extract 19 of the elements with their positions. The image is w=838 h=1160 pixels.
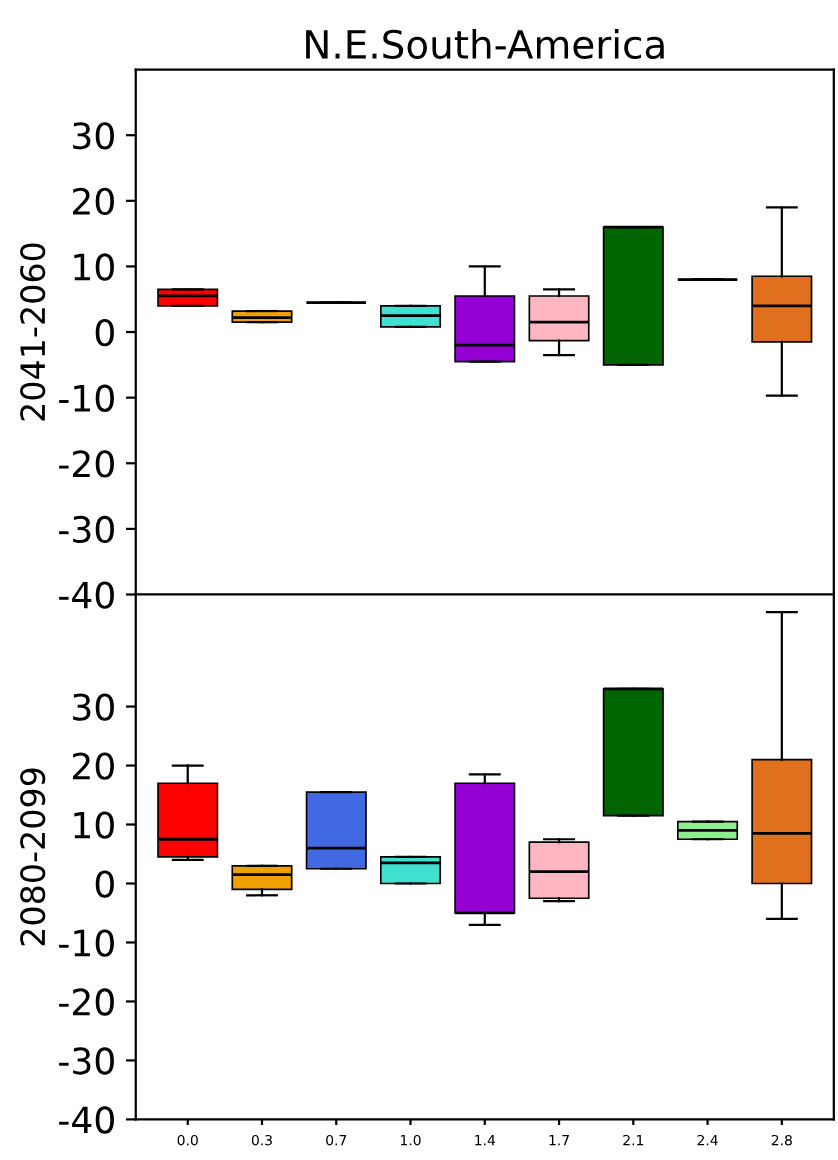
y-tick-label: 10 bbox=[74, 811, 114, 839]
y-tick-label: -10 bbox=[59, 384, 114, 412]
y-tick-label: -40 bbox=[59, 581, 114, 609]
y-tick-label: -30 bbox=[59, 515, 114, 544]
y-tick-label: 30 bbox=[73, 693, 114, 721]
y-tick-label: 20 bbox=[73, 752, 114, 780]
y-tick-label: 0 bbox=[95, 870, 114, 898]
y-tick-label: 10 bbox=[74, 253, 114, 281]
y-tick-label: -20 bbox=[59, 450, 114, 478]
y-axis-title: 2041-2060 bbox=[20, 243, 46, 421]
y-tick-label: 0 bbox=[95, 318, 114, 347]
y-tick-label: -20 bbox=[59, 988, 114, 1016]
y-tick-label: 20 bbox=[73, 187, 114, 216]
y-tick-label: -10 bbox=[59, 929, 114, 957]
y-tick-label: 30 bbox=[73, 122, 114, 150]
chart-title: N.E.South-America bbox=[306, 28, 664, 60]
y-tick-label: -30 bbox=[59, 1047, 114, 1075]
y-tick-label: -40 bbox=[59, 1106, 114, 1134]
y-axis-title: 2080-2099 bbox=[20, 768, 46, 946]
